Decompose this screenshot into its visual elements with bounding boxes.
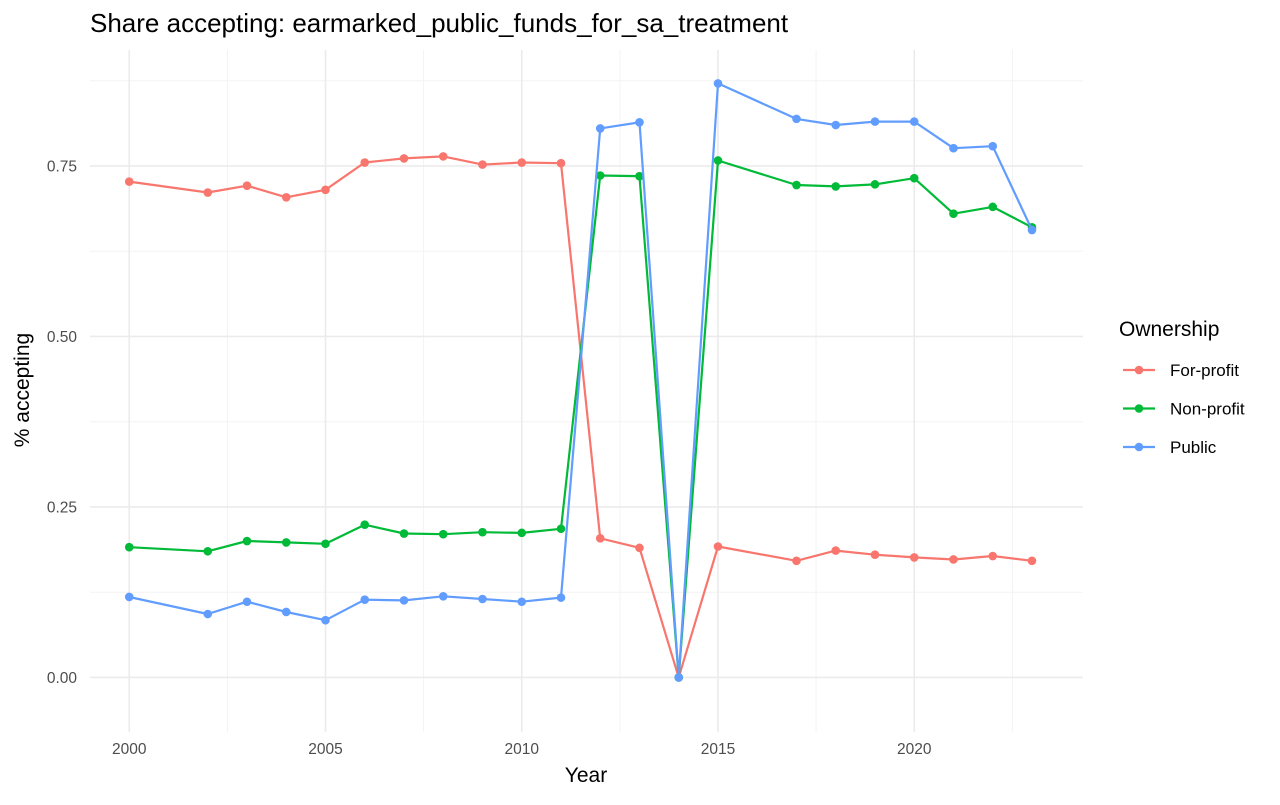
legend-key-point xyxy=(1134,365,1144,375)
y-axis-title: % accepting xyxy=(11,333,34,447)
data-point-public xyxy=(438,591,448,601)
data-point-public xyxy=(870,117,880,126)
data-point-public xyxy=(831,120,841,130)
data-point-for-profit xyxy=(399,154,409,163)
data-point-for-profit xyxy=(438,152,448,161)
data-point-for-profit xyxy=(517,158,527,167)
legend-label: For-profit xyxy=(1170,361,1239,380)
data-point-for-profit xyxy=(281,193,291,202)
data-point-for-profit xyxy=(595,534,605,543)
legend-label: Public xyxy=(1170,438,1217,457)
data-point-public xyxy=(203,609,213,619)
data-point-for-profit xyxy=(949,555,958,564)
data-point-non-profit xyxy=(321,539,330,549)
data-point-public xyxy=(360,595,370,604)
data-point-non-profit xyxy=(988,202,998,212)
legend-item-public: Public xyxy=(1123,438,1217,457)
legend-item-for-profit: For-profit xyxy=(1123,361,1239,380)
series-layer xyxy=(124,79,1037,682)
data-point-for-profit xyxy=(909,553,919,562)
legend-item-non-profit: Non-profit xyxy=(1123,400,1245,419)
y-axis-ticks: 0.00 0.25 0.50 0.75 xyxy=(47,158,78,687)
y-tick-label: 0.75 xyxy=(47,158,77,175)
series-line-public xyxy=(128,82,1033,679)
data-point-for-profit xyxy=(321,185,330,195)
grid-layer xyxy=(90,50,1083,732)
x-tick-label: 2020 xyxy=(897,741,932,758)
data-point-non-profit xyxy=(949,209,958,218)
data-point-for-profit xyxy=(1027,556,1037,566)
x-tick-label: 2010 xyxy=(504,741,539,758)
series-line-for-profit xyxy=(129,155,1033,679)
data-point-public xyxy=(556,593,566,602)
x-tick-label: 2015 xyxy=(701,741,735,758)
data-point-for-profit xyxy=(713,542,723,551)
data-point-non-profit xyxy=(870,180,880,189)
series-public xyxy=(124,79,1037,682)
data-point-public xyxy=(242,597,252,607)
data-point-non-profit xyxy=(517,528,527,538)
data-point-non-profit xyxy=(438,529,448,539)
data-point-non-profit xyxy=(556,524,566,534)
y-tick-label: 0.25 xyxy=(47,499,77,516)
data-point-for-profit xyxy=(203,188,213,197)
data-point-non-profit xyxy=(124,542,134,552)
legend-title: Ownership xyxy=(1119,318,1219,341)
data-point-non-profit xyxy=(635,171,644,181)
data-point-non-profit xyxy=(831,182,841,191)
legend-key-point xyxy=(1134,404,1144,413)
data-point-public xyxy=(1027,225,1037,235)
legend-label: Non-profit xyxy=(1170,400,1245,419)
data-point-for-profit xyxy=(360,158,370,167)
series-non-profit xyxy=(124,156,1037,682)
data-point-public xyxy=(281,607,291,617)
data-point-public xyxy=(674,673,684,682)
data-point-public xyxy=(321,615,330,625)
x-axis-title: Year xyxy=(565,764,607,787)
data-point-public xyxy=(635,117,644,127)
data-point-for-profit xyxy=(831,546,841,555)
data-point-non-profit xyxy=(399,529,409,538)
data-point-non-profit xyxy=(203,546,213,556)
data-point-public xyxy=(595,124,605,133)
series-for-profit xyxy=(124,152,1037,682)
legend-key-point xyxy=(1134,442,1144,452)
data-point-for-profit xyxy=(242,181,252,191)
data-point-for-profit xyxy=(792,556,801,566)
data-point-non-profit xyxy=(478,527,487,537)
y-tick-label: 0.50 xyxy=(47,329,78,346)
x-tick-label: 2005 xyxy=(308,741,342,758)
data-point-public xyxy=(949,143,958,153)
data-point-public xyxy=(399,596,409,605)
legend: Ownership For-profit Non-profit Public xyxy=(1119,318,1245,457)
data-point-non-profit xyxy=(281,538,291,547)
data-point-for-profit xyxy=(478,160,487,169)
data-point-non-profit xyxy=(909,173,919,183)
data-point-public xyxy=(517,597,527,607)
data-point-non-profit xyxy=(360,520,370,529)
data-point-public xyxy=(909,117,919,126)
data-point-for-profit xyxy=(870,550,880,559)
data-point-non-profit xyxy=(792,180,801,190)
x-axis-ticks: 2000 2005 2010 2015 2020 xyxy=(112,741,932,758)
y-tick-label: 0.00 xyxy=(47,670,78,687)
series-line-non-profit xyxy=(129,159,1033,679)
data-point-for-profit xyxy=(124,177,134,186)
legend-items: For-profit Non-profit Public xyxy=(1123,361,1245,457)
data-point-for-profit xyxy=(635,543,644,553)
data-point-public xyxy=(988,141,998,151)
data-point-non-profit xyxy=(595,171,605,180)
data-point-non-profit xyxy=(713,156,723,165)
x-tick-label: 2000 xyxy=(112,741,147,758)
data-point-non-profit xyxy=(242,536,252,546)
data-point-for-profit xyxy=(556,158,566,168)
data-point-public xyxy=(124,592,134,602)
data-point-public xyxy=(792,114,801,124)
data-point-public xyxy=(478,594,487,604)
data-point-public xyxy=(713,79,723,88)
chart-title: Share accepting: earmarked_public_funds_… xyxy=(90,8,789,38)
data-point-for-profit xyxy=(988,551,998,561)
